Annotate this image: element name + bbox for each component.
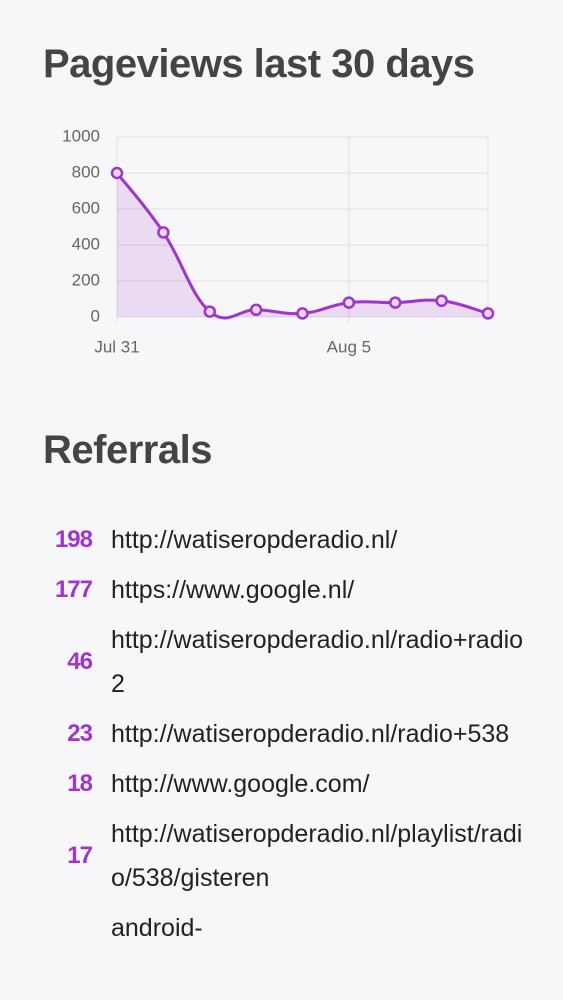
- referral-list: 198 http://watiseropderadio.nl/177 https:/…: [0, 518, 563, 956]
- x-tick-label: Aug 5: [327, 337, 371, 356]
- referral-url: http://www.google.com/: [111, 770, 370, 798]
- y-tick-label: 800: [72, 162, 100, 181]
- referral-row: 23 http://watiseropderadio.nl/radio+538: [0, 712, 563, 756]
- referral-count: 46: [67, 648, 93, 675]
- point: [157, 226, 170, 239]
- referral-row: android-: [0, 906, 563, 950]
- y-tick-label: 400: [72, 234, 100, 253]
- referral-count: 17: [67, 842, 93, 869]
- point: [389, 296, 402, 309]
- point: [249, 303, 263, 317]
- point: [110, 166, 124, 180]
- point: [296, 307, 309, 320]
- referral-count: 177: [54, 576, 93, 603]
- referral-url: https://www.google.nl/: [111, 576, 355, 604]
- x-tick-label: Jul 31: [94, 337, 139, 356]
- referral-count: 198: [54, 526, 93, 553]
- point: [481, 307, 495, 320]
- referral-url: android-: [111, 914, 203, 942]
- section-title: Referrals: [43, 428, 212, 472]
- chart-title: Pageviews last 30 days: [43, 42, 475, 86]
- y-tick-label: 0: [91, 306, 100, 325]
- referral-row: 46 http://watiseropderadio.nl/radio+radio…: [0, 618, 563, 706]
- point: [203, 305, 216, 318]
- referral-row: 177 https://www.google.nl/: [0, 568, 563, 612]
- referral-url: http://watiseropderadio.nl/radio+radio2: [111, 626, 524, 698]
- referral-url: http://watiseropderadio.nl/: [111, 526, 398, 554]
- referral-row: 198 http://watiseropderadio.nl/: [0, 518, 563, 562]
- point: [435, 294, 448, 308]
- point: [342, 296, 356, 309]
- referral-row: 18 http://www.google.com/: [0, 762, 563, 806]
- y-tick-label: 1000: [62, 126, 100, 145]
- y-tick-label: 600: [72, 198, 100, 217]
- referral-url: http://watiseropderadio.nl/playlist/radi…: [111, 820, 523, 892]
- y-tick-label: 200: [72, 270, 100, 289]
- chart: 0 200 400 600 800 1000 Jul 31 Aug 5: [62, 126, 495, 356]
- referral-row: 17 http://watiseropderadio.nl/playlist/ra…: [0, 812, 563, 900]
- referral-url: http://watiseropderadio.nl/radio+538: [111, 720, 510, 748]
- referral-count: 18: [67, 770, 93, 797]
- referral-count: 23: [67, 720, 93, 747]
